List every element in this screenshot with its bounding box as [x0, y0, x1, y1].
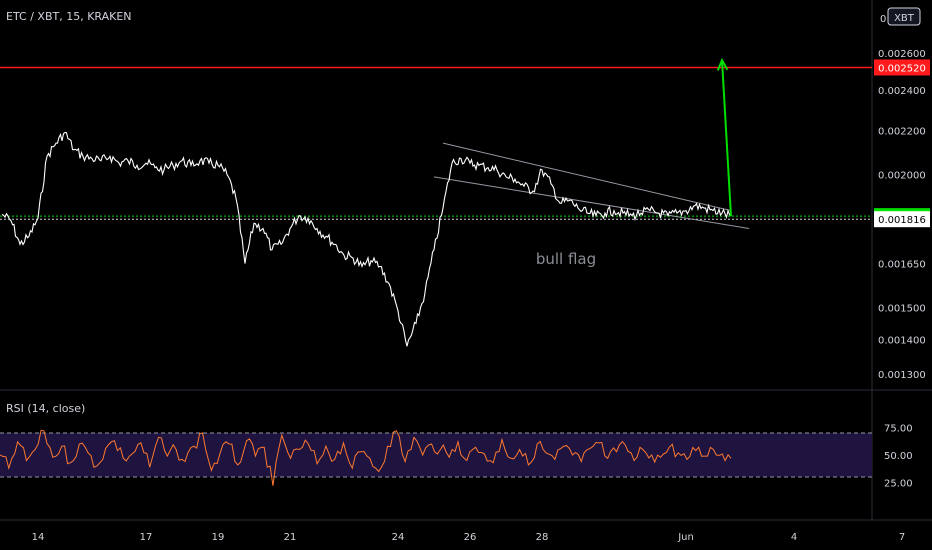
rsi-series-group: [0, 429, 732, 486]
time-tick-label: Jun: [677, 532, 694, 543]
price-label-bg: [874, 59, 930, 76]
price-label-box: 0.001816: [874, 211, 930, 228]
rsi-band-group: [0, 432, 872, 478]
rsi-line[interactable]: [0, 429, 732, 486]
chart-title: ETC / XBT, 15, KRAKEN: [6, 10, 132, 23]
time-tick-label: 21: [284, 532, 297, 543]
rsi-tick-label: 75.00: [884, 424, 913, 435]
forecast-arrow-shaft[interactable]: [721, 60, 732, 217]
forecast-arrow-group: [716, 57, 732, 217]
time-tick-label: 17: [140, 532, 153, 543]
forecast-arrow-head: [716, 57, 729, 71]
currency-badge-label: XBT: [894, 13, 915, 24]
time-tick-label: 14: [32, 532, 45, 543]
time-tick-label: 4: [791, 532, 797, 543]
currency-badge[interactable]: XBT: [887, 7, 921, 26]
price-tick-label: 0.001400: [878, 336, 926, 347]
price-line[interactable]: [1, 131, 732, 347]
rsi-axis-ticks: 75.00 50.00 25.00: [884, 424, 913, 490]
price-tick-label: 0.002400: [878, 86, 926, 97]
price-panel: [0, 0, 872, 390]
rsi-tick-label: 50.00: [884, 451, 913, 462]
time-tick-label: 28: [536, 532, 549, 543]
time-tick-label: 26: [464, 532, 477, 543]
price-tick-label: 0.002000: [878, 171, 926, 182]
rsi-label: RSI (14, close): [6, 402, 85, 415]
price-tick-label: 0.002600: [878, 49, 926, 60]
price-tick-label: 0.002200: [878, 126, 926, 137]
rsi-band-fill: [0, 433, 872, 477]
currency-badge-box: [887, 7, 921, 26]
price-tick-label: 0.001500: [878, 304, 926, 315]
time-tick-label: 19: [212, 532, 225, 543]
bull-flag-annotation: bull flag: [536, 250, 596, 268]
price-label-box: 0.002520: [874, 59, 930, 76]
flag-channel: [433, 142, 750, 229]
price-label-text: 0.002520: [878, 63, 926, 74]
time-tick-label: 7: [899, 532, 905, 543]
price-tick-label: 0.001300: [878, 370, 926, 381]
price-label-text: 0.001816: [878, 215, 926, 226]
time-axis-ticks: 14 17 19 21 24 26 28 Jun 4 7: [32, 532, 906, 543]
price-label-bg: [874, 211, 930, 228]
price-series-group: [1, 131, 732, 347]
price-axis-ticks: 0.002600 0.002400 0.002200 0.002000 0.001650…: [878, 49, 926, 381]
flag-channel-line[interactable]: [433, 176, 750, 229]
rsi-tick-label: 25.00: [884, 479, 913, 490]
flag-channel-line[interactable]: [442, 142, 732, 212]
time-tick-label: 24: [392, 532, 405, 543]
price-tick-label: 0.001650: [878, 260, 926, 271]
